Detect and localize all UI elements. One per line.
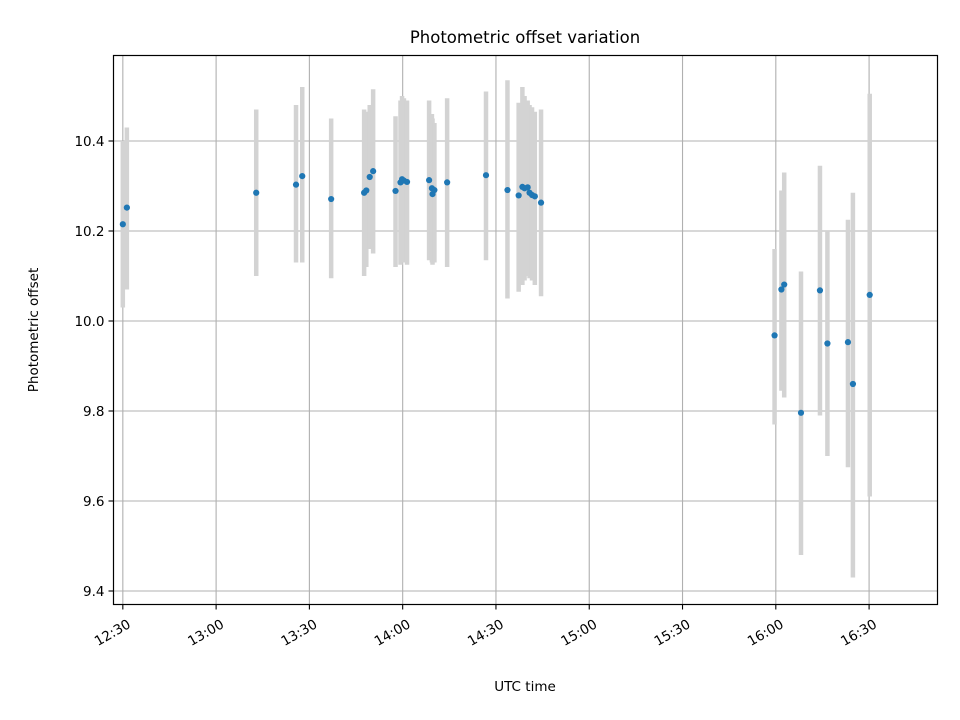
y-tick-label: 10.2 bbox=[74, 224, 104, 240]
data-point bbox=[515, 192, 522, 199]
y-tick-label: 9.4 bbox=[83, 584, 104, 600]
plot-frame bbox=[112, 54, 939, 606]
data-point bbox=[844, 339, 852, 346]
data-point bbox=[531, 193, 538, 200]
data-point bbox=[328, 195, 335, 203]
data-point bbox=[366, 173, 373, 181]
data-point bbox=[426, 177, 433, 184]
data-point bbox=[797, 409, 805, 416]
data-point bbox=[392, 187, 399, 195]
data-point bbox=[824, 340, 831, 347]
data-point bbox=[504, 186, 511, 194]
data-point bbox=[778, 286, 785, 293]
data-point bbox=[816, 287, 824, 294]
y-tick-label: 10.4 bbox=[74, 134, 104, 150]
y-axis-label: Photometric offset bbox=[26, 268, 42, 392]
data-point bbox=[123, 204, 130, 211]
chart-title: Photometric offset variation bbox=[410, 28, 640, 47]
y-tick-label: 10.0 bbox=[74, 314, 104, 330]
data-point bbox=[866, 291, 873, 298]
data-point bbox=[537, 199, 545, 206]
data-point bbox=[363, 187, 370, 194]
point-layer bbox=[119, 168, 873, 416]
x-axis-label: UTC time bbox=[494, 679, 556, 695]
y-tick-label: 9.8 bbox=[83, 404, 104, 420]
data-point bbox=[781, 281, 788, 288]
data-point bbox=[849, 380, 857, 388]
data-point bbox=[431, 186, 438, 194]
data-point bbox=[403, 178, 411, 186]
y-tick-label: 9.6 bbox=[83, 494, 104, 510]
data-point bbox=[299, 173, 306, 180]
data-point bbox=[253, 189, 260, 196]
data-point bbox=[370, 168, 377, 175]
data-point bbox=[524, 184, 531, 191]
data-point bbox=[482, 172, 490, 179]
data-point bbox=[292, 181, 300, 188]
data-point bbox=[771, 332, 778, 339]
data-point bbox=[444, 179, 451, 186]
data-point bbox=[119, 221, 126, 228]
